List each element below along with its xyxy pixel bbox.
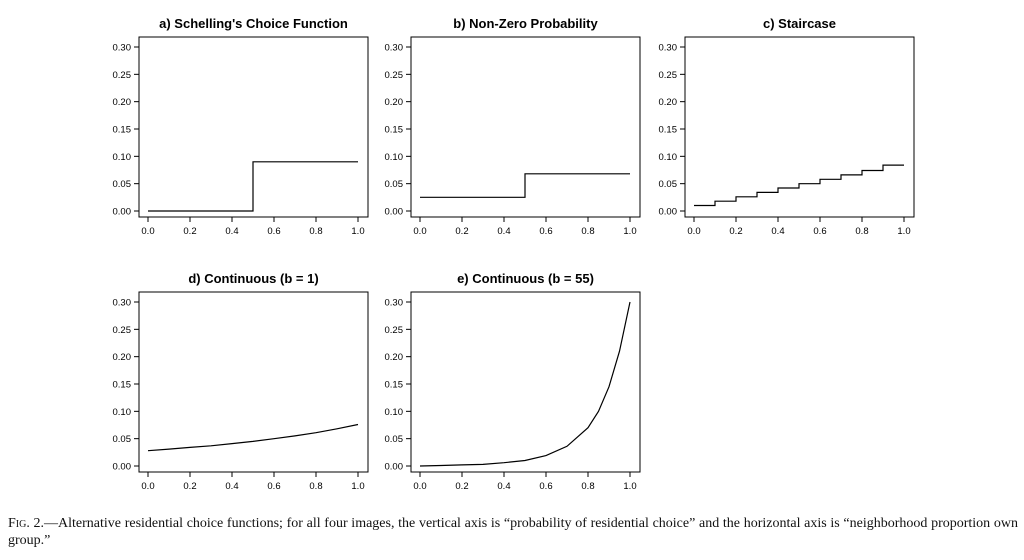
x-tick-label: 0.4 [497,481,510,492]
y-tick-label: 0.30 [113,298,132,309]
y-tick-label: 0.25 [113,325,132,336]
y-tick-label: 0.25 [385,325,404,336]
plot-frame [410,36,641,218]
chart-title: a) Schelling's Choice Function [159,16,348,31]
plot-frame [138,291,369,473]
y-tick-label: 0.30 [113,43,132,54]
y-tick-label: 0.00 [385,207,404,218]
x-tick-label: 0.6 [267,481,280,492]
y-tick-label: 0.05 [385,179,404,190]
x-tick-label: 1.0 [897,226,910,237]
plot-frame [684,36,915,218]
chart-title: e) Continuous (b = 55) [457,271,594,286]
y-tick-label: 0.15 [385,380,404,391]
series-line [147,423,359,452]
x-tick-label: 1.0 [351,481,364,492]
y-tick-label: 0.00 [113,207,132,218]
x-tick-label: 0.6 [539,226,552,237]
x-tick-label: 0.0 [413,226,426,237]
caption-text: —Alternative residential choice function… [8,516,1018,548]
chart-title: c) Staircase [763,16,836,31]
x-tick-label: 1.0 [623,226,636,237]
x-tick-label: 0.4 [225,481,238,492]
chart-panel-a: a) Schelling's Choice Function 0.00 0.05 0.… [113,16,369,237]
x-tick-label: 0.2 [183,226,196,237]
y-tick-label: 0.15 [113,125,132,136]
chart-title: b) Non-Zero Probability [453,16,598,31]
series-line [694,164,904,207]
x-tick-label: 0.2 [183,481,196,492]
series-line [148,161,358,212]
x-tick-label: 0.4 [497,226,510,237]
y-tick-label: 0.30 [385,43,404,54]
x-tick-label: 0.0 [141,481,154,492]
x-tick-label: 0.2 [729,226,742,237]
y-tick-label: 0.00 [385,462,404,473]
series-line [420,173,630,198]
y-tick-label: 0.05 [385,434,404,445]
y-tick-label: 0.10 [659,152,678,163]
x-tick-label: 0.6 [539,481,552,492]
x-tick-label: 0.8 [581,481,594,492]
chart-panel-c: c) Staircase 0.00 0.05 0.10 0.15 0.20 0.25 0.30… [659,16,915,237]
x-tick-label: 0.0 [687,226,700,237]
y-tick-label: 0.05 [659,179,678,190]
y-tick-label: 0.30 [385,298,404,309]
y-tick-label: 0.10 [113,407,132,418]
x-tick-label: 0.8 [581,226,594,237]
y-tick-label: 0.20 [113,97,132,108]
y-tick-label: 0.25 [385,70,404,81]
y-tick-label: 0.10 [385,152,404,163]
y-tick-label: 0.30 [659,43,678,54]
x-tick-label: 1.0 [623,481,636,492]
chart-panel-b: b) Non-Zero Probability 0.00 0.05 0.10 0.15 0… [385,16,641,237]
x-tick-label: 0.8 [309,226,322,237]
chart-panel-d: d) Continuous (b = 1) 0.00 0.05 0.10 0.15 0.2… [113,271,369,492]
y-tick-label: 0.05 [113,434,132,445]
x-tick-label: 0.2 [455,481,468,492]
plot-frame [138,36,369,218]
y-tick-label: 0.10 [113,152,132,163]
caption-label: Fig. 2. [8,516,45,531]
plot-frame [410,291,641,473]
y-tick-label: 0.20 [385,97,404,108]
y-tick-label: 0.20 [659,97,678,108]
y-tick-label: 0.15 [113,380,132,391]
x-tick-label: 0.8 [855,226,868,237]
y-tick-label: 0.20 [385,352,404,363]
y-tick-label: 0.10 [385,407,404,418]
x-tick-label: 1.0 [351,226,364,237]
x-tick-label: 0.0 [413,481,426,492]
y-tick-label: 0.05 [113,179,132,190]
y-tick-label: 0.15 [385,125,404,136]
chart-panel-e: e) Continuous (b = 55) 0.00 0.05 0.10 0.15 0.… [385,271,641,492]
y-tick-label: 0.25 [113,70,132,81]
figure-caption: Fig. 2.—Alternative residential choice f… [8,515,1018,549]
y-tick-label: 0.00 [113,462,132,473]
x-tick-label: 0.2 [455,226,468,237]
y-tick-label: 0.00 [659,207,678,218]
x-tick-label: 0.8 [309,481,322,492]
y-tick-label: 0.25 [659,70,678,81]
x-tick-label: 0.6 [813,226,826,237]
series-line [419,301,631,467]
chart-title: d) Continuous (b = 1) [188,271,318,286]
y-tick-label: 0.20 [113,352,132,363]
x-tick-label: 0.6 [267,226,280,237]
x-tick-label: 0.0 [141,226,154,237]
x-tick-label: 0.4 [771,226,784,237]
x-tick-label: 0.4 [225,226,238,237]
figure-panels: a) Schelling's Choice Function 0.00 0.05 0.… [113,16,915,492]
y-tick-label: 0.15 [659,125,678,136]
